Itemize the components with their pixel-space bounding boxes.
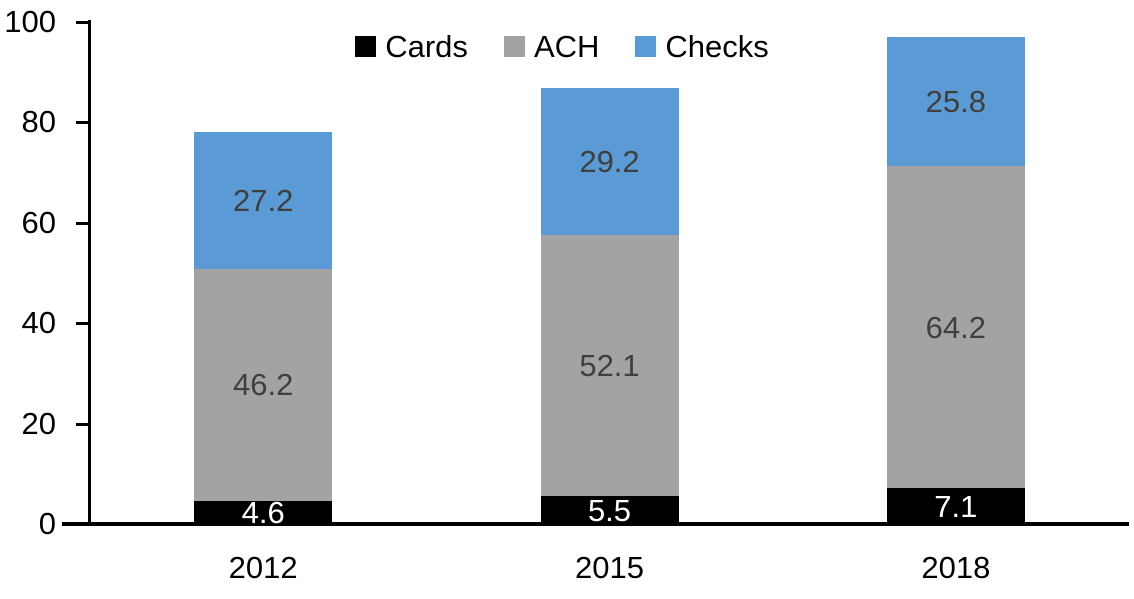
x-axis-label-2012: 2012 <box>228 550 298 585</box>
data-label-cards-2015: 5.5 <box>587 492 632 528</box>
x-axis-label-2015: 2015 <box>575 550 644 585</box>
y-axis-tick-label: 60 <box>21 204 56 240</box>
data-label-checks-2018: 25.8 <box>925 83 986 119</box>
data-label-ach-2015: 52.1 <box>579 348 640 384</box>
legend-label-ach: ACH <box>533 29 600 64</box>
y-axis-tick-label: 40 <box>21 305 56 341</box>
y-axis-tick <box>76 523 89 526</box>
legend-label-cards: Cards <box>385 29 468 64</box>
y-axis-tick <box>76 221 89 225</box>
bar-segment-cards-2015: 5.5 <box>540 492 679 528</box>
chart-legend: Cards ACH Checks <box>0 31 1124 62</box>
data-label-ach-2012: 46.2 <box>232 367 294 403</box>
legend-item-ach: ACH <box>503 29 600 64</box>
bar-segment-cards-2018: 7.1 <box>886 488 1025 524</box>
bar-segment-ach-2012: 46.2 <box>194 268 333 501</box>
y-axis-line <box>88 20 91 526</box>
y-axis-tick <box>76 322 89 326</box>
y-axis-tick <box>76 21 89 24</box>
legend-item-checks: Checks <box>635 29 769 64</box>
bar-segment-checks-2018: 25.8 <box>886 36 1025 167</box>
data-label-cards-2012: 4.6 <box>241 494 285 530</box>
y-axis-tick <box>76 121 89 125</box>
y-axis-tick-label: 20 <box>21 405 56 441</box>
data-label-cards-2018: 7.1 <box>934 488 978 524</box>
bar-segment-cards-2012: 4.6 <box>194 497 333 528</box>
legend-item-cards: Cards <box>355 31 468 62</box>
legend-label-checks: Checks <box>665 29 769 64</box>
y-axis-tick-label: 0 <box>38 506 56 541</box>
legend-swatch-checks-icon <box>635 36 657 57</box>
y-axis-tick-label: 80 <box>21 104 56 140</box>
y-axis-tick <box>76 422 89 426</box>
data-label-checks-2012: 27.2 <box>232 183 294 219</box>
bar-segment-ach-2015: 52.1 <box>540 234 679 497</box>
legend-swatch-cards-icon <box>355 36 377 57</box>
bar-segment-checks-2012: 27.2 <box>194 132 333 269</box>
data-label-ach-2018: 64.2 <box>925 309 986 345</box>
x-axis-line <box>62 522 1129 526</box>
y-axis-tick-label: 100 <box>4 4 56 39</box>
legend-swatch-ach-icon <box>503 36 525 57</box>
data-label-checks-2015: 29.2 <box>579 144 640 180</box>
bar-segment-ach-2018: 64.2 <box>886 166 1025 489</box>
bar-segment-checks-2015: 29.2 <box>540 88 679 235</box>
x-axis-label-2018: 2018 <box>921 550 991 585</box>
